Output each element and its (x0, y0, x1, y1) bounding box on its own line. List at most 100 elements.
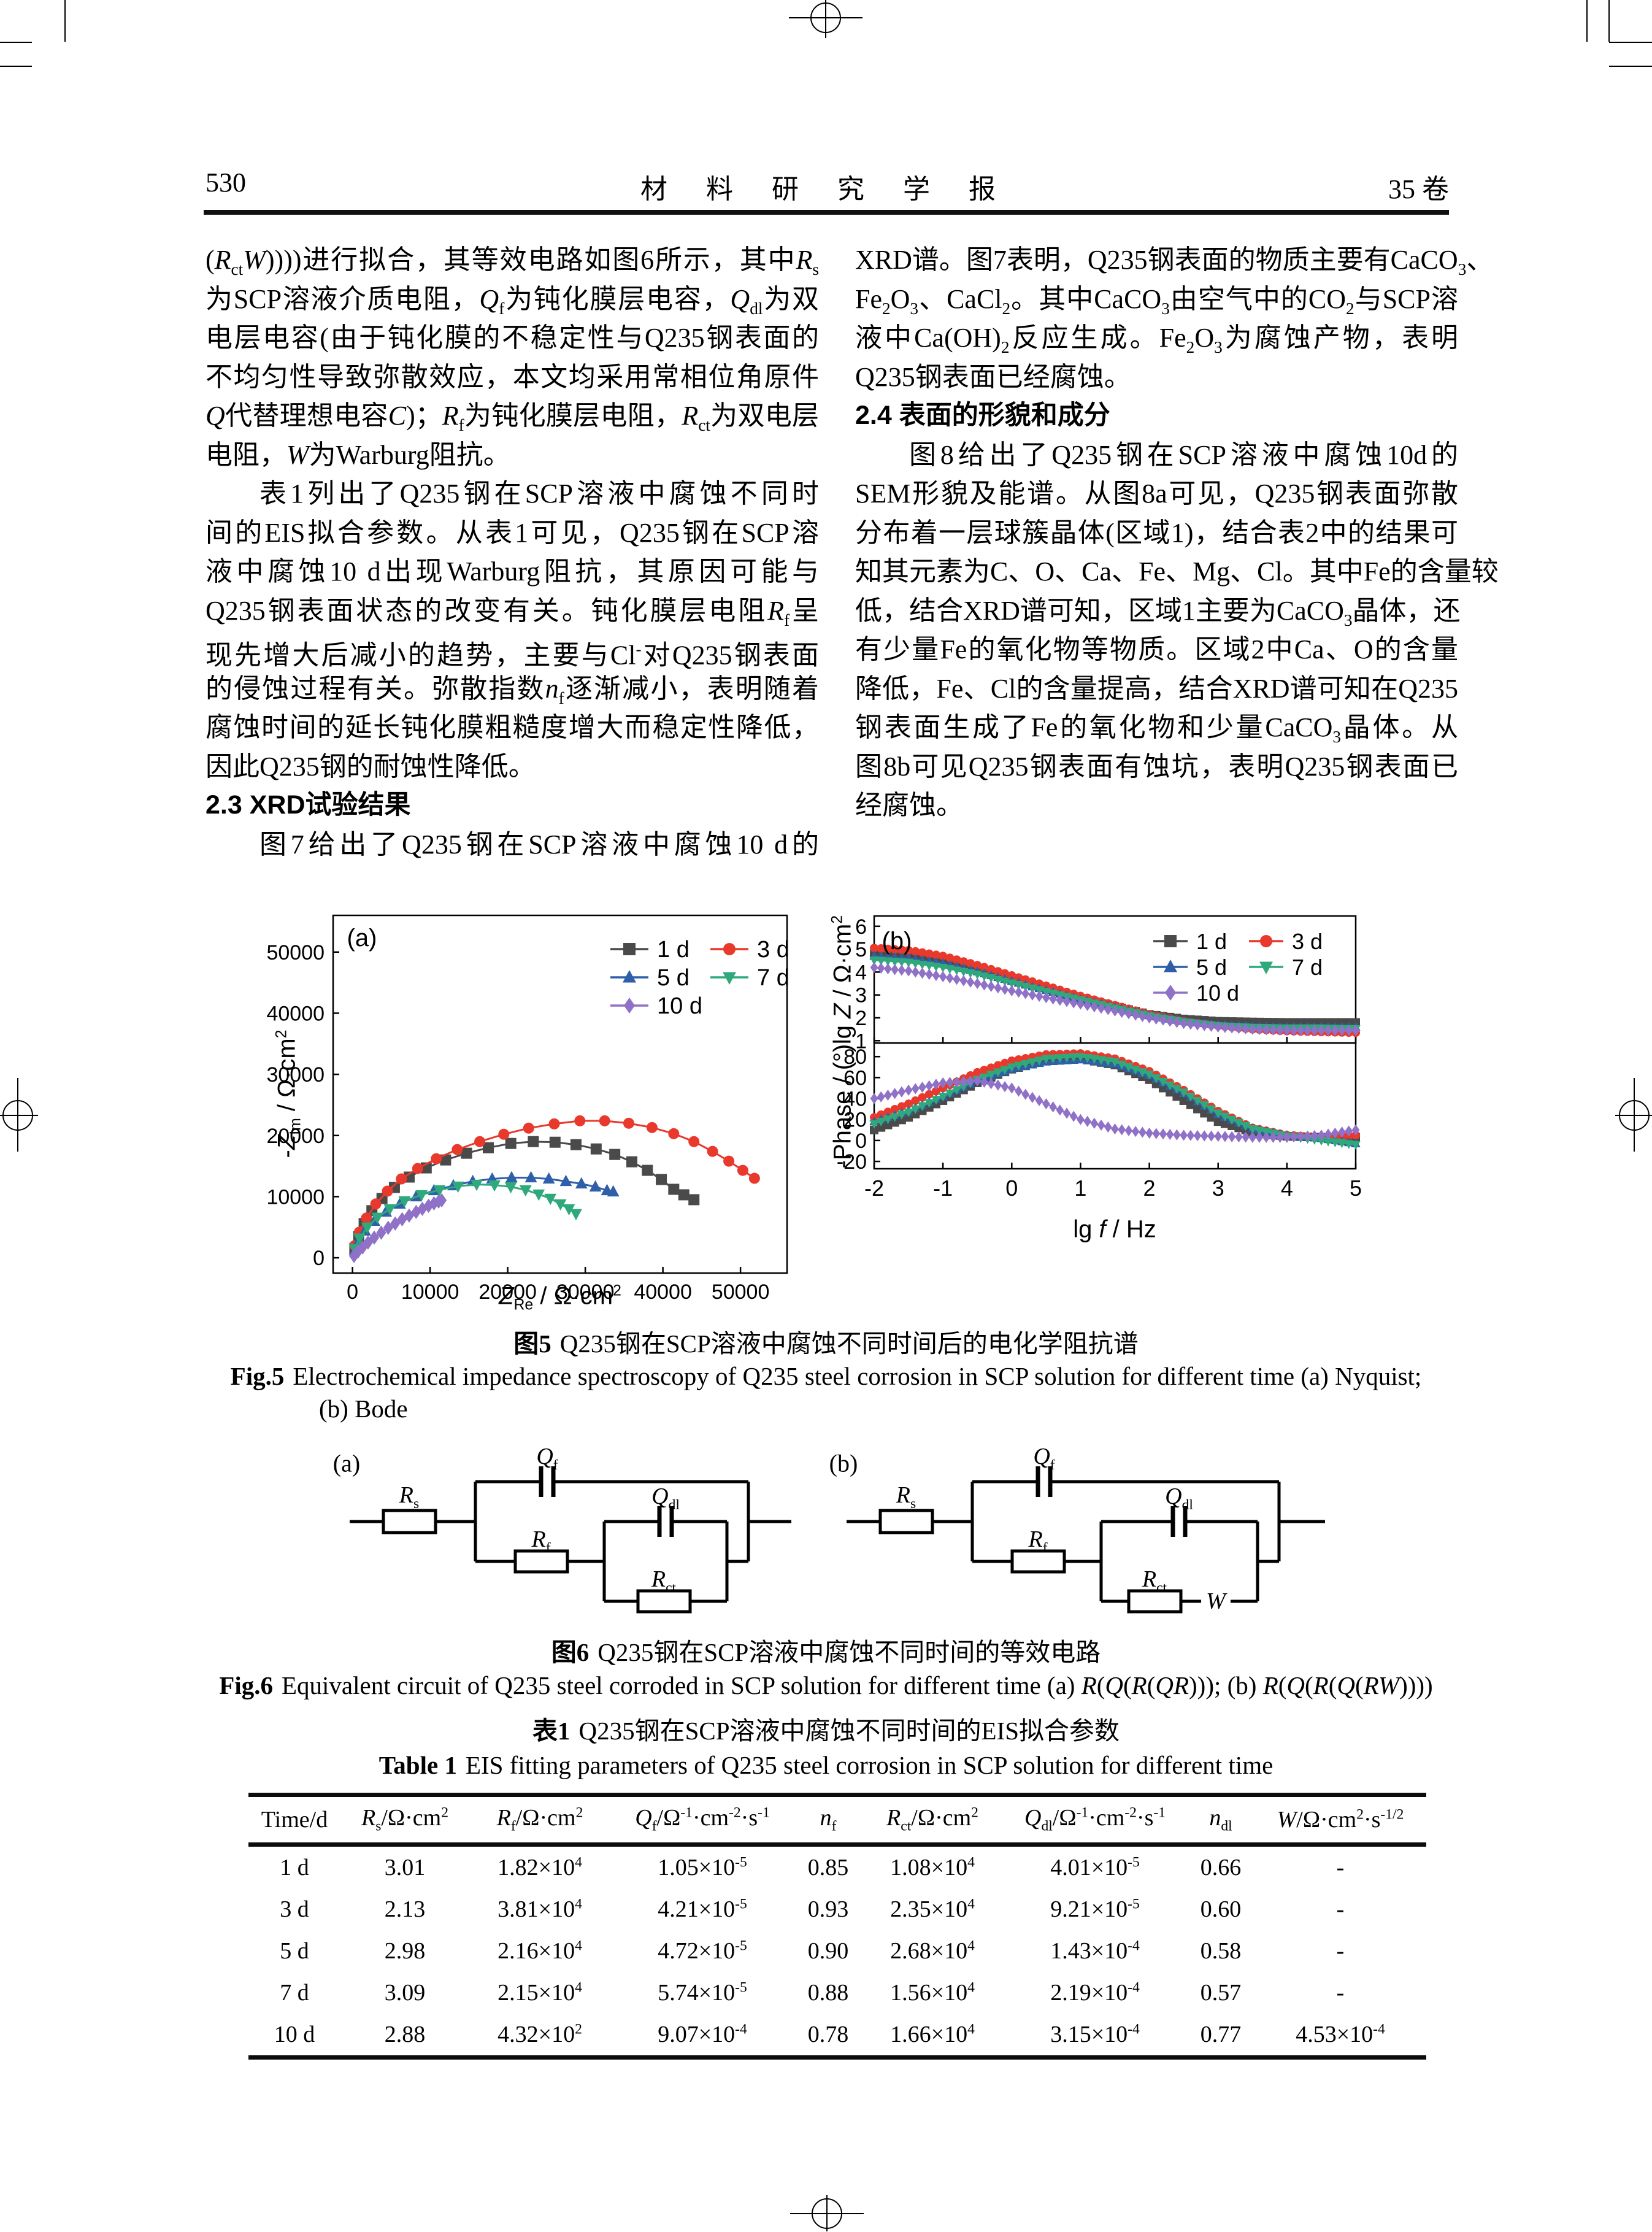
table-cell: 9.21×10-5 (1050, 1896, 1140, 1922)
figure6-caption-en-prefix: Fig.6 (219, 1671, 273, 1699)
journal-title: 材 料 研 究 学 报 (640, 174, 1012, 204)
bode-x-axis-title: lg f / Hz (1073, 1215, 1156, 1243)
column-header: Qf/Ω-1·cm-2·s-1 (635, 1804, 770, 1834)
table-cell: 10 d (274, 2022, 315, 2047)
table-cell: 3.01 (384, 1855, 426, 1880)
table-cell: 3.15×10-4 (1050, 2021, 1140, 2047)
legend-item-5-d: 5 d (1153, 955, 1227, 980)
table-row: 3 d 2.13 3.81×104 4.21×10-5 0.93 2.35×104 9.21… (248, 1888, 1426, 1930)
text-line: 图8给出了Q235钢在SCP溶液中腐蚀10d的 (909, 439, 1458, 470)
circuit-b-qdl-label: Qdl (1165, 1484, 1193, 1513)
svg-text:-20: -20 (837, 1150, 867, 1174)
text-line: 知其元素为C、O、Ca、Fe、Mg、Cl。其中Fe的含量较 (855, 556, 1499, 587)
text-line: 现先增大后减小的趋势，主要与Cl-对Q235钢表面 (206, 640, 819, 671)
svg-text:20: 20 (843, 1109, 867, 1132)
figure6-caption-cn: 图6 Q235钢在SCP溶液中腐蚀不同时间的等效电路 (0, 1637, 1652, 1668)
series-10-d (349, 1193, 447, 1263)
table1-caption-en-prefix: Table 1 (378, 1751, 457, 1779)
circuit-b-rf-label: Rf (1028, 1526, 1048, 1556)
svg-text:2: 2 (855, 1007, 867, 1030)
table-cell: - (1336, 1896, 1345, 1922)
circuit-b-panel-label: (b) (829, 1449, 858, 1477)
circuit-b-rs-label: Rs (896, 1482, 916, 1512)
svg-text:3: 3 (855, 984, 867, 1007)
table1-caption-cn-text: Q235钢在SCP溶液中腐蚀不同时间的EIS拟合参数 (578, 1717, 1120, 1745)
table-cell: 4.01×10-5 (1050, 1854, 1140, 1880)
table-cell: 0.88 (807, 1980, 849, 2006)
table-cell: 1.43×10-4 (1050, 1938, 1140, 1964)
svg-text:0: 0 (1005, 1176, 1018, 1201)
figure6-caption-cn-text: Q235钢在SCP溶液中腐蚀不同时间的等效电路 (597, 1638, 1101, 1666)
svg-text:1 d: 1 d (1196, 929, 1227, 954)
table-header-rule (248, 1842, 1426, 1847)
svg-text:50000: 50000 (712, 1280, 770, 1304)
table-cell: 9.07×10-4 (658, 2021, 747, 2047)
svg-text:-1: -1 (933, 1176, 953, 1201)
table-cell: 2.15×104 (498, 1979, 582, 2006)
svg-text:3 d: 3 d (757, 937, 790, 963)
series-3-d (349, 1115, 760, 1252)
series-1-d (349, 1136, 700, 1255)
table-cell: 0.66 (1200, 1855, 1242, 1880)
svg-text:4: 4 (1281, 1176, 1293, 1201)
table-cell: 4.21×10-5 (658, 1896, 747, 1922)
svg-text:1 d: 1 d (657, 937, 690, 963)
svg-text:7 d: 7 d (757, 965, 790, 991)
table-cell: 2.16×104 (498, 1938, 582, 1964)
svg-text:10000: 10000 (266, 1185, 325, 1209)
table-cell: 5.74×10-5 (658, 1979, 747, 2006)
svg-text:-2: -2 (864, 1176, 884, 1201)
svg-text:40: 40 (843, 1088, 867, 1111)
bode-lgz-axis-title: lg Z / Ω·cm2 (829, 915, 856, 1045)
text-line: Q235钢表面状态的改变有关。钝化膜层电阻Rf呈 (206, 595, 820, 629)
table-cell: 0.60 (1200, 1896, 1242, 1922)
table-cell: 0.57 (1200, 1980, 1242, 2006)
table-cell: 5 d (280, 1938, 309, 1964)
circuit-a-qdl-label: Qdl (651, 1484, 680, 1513)
table-cell: - (1336, 1980, 1345, 2006)
legend-item-1-d: 1 d (1153, 929, 1227, 954)
text-line: 的侵蚀过程有关。弥散指数nf逐渐减小，表明随着 (206, 673, 820, 707)
text-line: Fe2O3、CaCl2。其中CaCO3由空气中的CO2与SCP溶 (855, 283, 1459, 318)
text-line: SEM形貌及能谱。从图8a可见，Q235钢表面弥散 (855, 479, 1458, 509)
table-cell: 4.32×102 (498, 2021, 582, 2047)
figure5-caption-en-line2: (b) Bode (319, 1395, 408, 1423)
table-cell: 0.93 (807, 1896, 849, 1922)
table-cell: 2.88 (384, 2022, 426, 2047)
nyquist-chart: 0 10000 20000 30000 40000 50000 0 10000 20000 300… (266, 914, 790, 1304)
circuit-b-qf-label: Qf (1033, 1444, 1055, 1473)
table-cell: 3 d (280, 1896, 309, 1922)
column-header: W/Ω·cm2·s-1/2 (1277, 1806, 1404, 1833)
text-line: (RctW))))进行拟合，其等效电路如图6所示，其中Rs (206, 245, 819, 279)
table-cell: 2.19×10-4 (1050, 1979, 1140, 2006)
table-body: 1 d 3.01 1.82×104 1.05×10-5 0.85 1.08×104 4.01… (248, 1847, 1426, 2055)
nyquist-x-axis-title: ZRe / Ω·cm2 (499, 1282, 621, 1314)
text-line: 降低，Fe、Cl的含量提高，结合XRD谱可知在Q235 (855, 673, 1458, 704)
series-7-d (869, 1053, 1361, 1150)
circuit-a (350, 1466, 791, 1614)
series-7-d (348, 1179, 582, 1255)
text-line: 腐蚀时间的延长钝化膜粗糙度增大而稳定性降低， (206, 712, 819, 742)
table-cell: 0.77 (1200, 2022, 1242, 2047)
svg-text:(a): (a) (347, 925, 377, 952)
svg-text:10 d: 10 d (657, 993, 702, 1019)
circuit-a-rs-label: Rs (399, 1482, 420, 1512)
text-line: XRD谱。图7表明，Q235钢表面的物质主要有CaCO3、 (855, 245, 1494, 279)
svg-text:2: 2 (1143, 1176, 1156, 1201)
text-line: 因此Q235钢的耐蚀性降低。 (206, 751, 536, 782)
legend-item-1-d: 1 d (610, 937, 690, 963)
svg-text:7 d: 7 d (1292, 955, 1323, 980)
svg-text:60: 60 (843, 1066, 867, 1090)
circuit-a-rct-label: Rct (651, 1566, 677, 1596)
legend-item-7-d: 7 d (710, 965, 790, 991)
table-cell: 1.82×104 (498, 1854, 582, 1880)
legend-item-7-d: 7 d (1249, 955, 1323, 980)
table1-caption-cn-prefix: 表1 (532, 1717, 571, 1745)
legend-item-5-d: 5 d (610, 965, 690, 991)
svg-text:40000: 40000 (266, 1002, 325, 1025)
svg-text:0: 0 (855, 1129, 867, 1153)
table-row: 5 d 2.98 2.16×104 4.72×10-5 0.90 2.68×104 1.43… (248, 1930, 1426, 1972)
table-bottom-rule (248, 2055, 1426, 2060)
table-cell: 0.58 (1200, 1938, 1242, 1964)
